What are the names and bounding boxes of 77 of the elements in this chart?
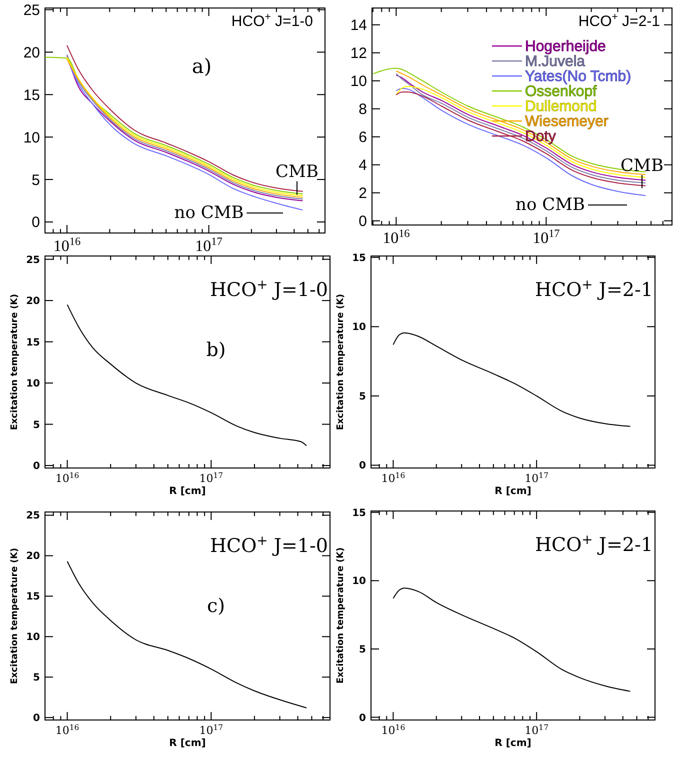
y-tick-label: 14 — [350, 17, 367, 34]
annotation: b) — [206, 339, 226, 361]
y-tick-label: 25 — [26, 254, 40, 266]
y-tick-label: 5 — [359, 391, 366, 402]
y-tick-label: 5 — [32, 172, 40, 189]
y-tick-label: 20 — [23, 44, 40, 62]
y-tick-label: 10 — [352, 576, 366, 588]
x-axis-title: R [cm] — [494, 486, 532, 497]
y-tick-label: 5 — [33, 672, 40, 684]
y-tick-label: 0 — [32, 214, 40, 232]
y-axis-title: Excitation temperature (K) — [10, 548, 20, 684]
text: HCO$^{+}$ J=1-0 — [210, 534, 328, 557]
x-tick-label: 10$^{17}$ — [199, 722, 224, 737]
y-tick-label: 10 — [23, 129, 40, 146]
y-tick-label: 0 — [358, 213, 367, 230]
annotation: no CMB — [516, 195, 585, 215]
legend-label: Wiesemeyer — [525, 113, 608, 130]
text: HCO$^{+}$ J=2-1 — [534, 532, 653, 556]
x-tick-label: 10$^{17}$ — [199, 470, 224, 485]
callout-leader: no CMB — [174, 203, 284, 223]
x-tick-label: 10$^{17}$ — [524, 722, 549, 737]
y-tick-label: 15 — [26, 592, 40, 603]
legend-label: Yates(No Tcmb) — [525, 68, 632, 85]
y-tick-label: 0 — [33, 461, 40, 472]
callout-leader: CMB — [620, 156, 664, 189]
x-tick-label: 10$^{17}$ — [195, 236, 223, 255]
annotation: c) — [206, 595, 226, 617]
y-tick-label: 0 — [33, 713, 40, 724]
y-tick-label: 25 — [26, 510, 40, 522]
x-axis-title: R [cm] — [169, 486, 206, 497]
y-tick-label: 20 — [26, 551, 40, 562]
legend-label: Ossenkopf — [525, 83, 598, 100]
y-axis-title: Excitation temperature (K) — [10, 294, 20, 430]
x-tick-label: 10$^{16}$ — [53, 236, 81, 255]
y-tick-label: 15 — [23, 86, 40, 104]
y-tick-label: 20 — [26, 296, 40, 308]
annotation: no CMB — [174, 203, 244, 223]
x-tick-label: 10$^{16}$ — [381, 470, 406, 485]
y-tick-label: 8 — [358, 101, 367, 118]
x-axis-title: R [cm] — [169, 738, 206, 749]
y-tick-label: 0 — [359, 460, 366, 472]
y-tick-label: 15 — [352, 252, 366, 264]
annotation: CMB — [276, 162, 318, 182]
y-tick-label: 5 — [359, 644, 366, 656]
y-tick-label: 10 — [350, 73, 367, 90]
y-tick-label: 25 — [23, 2, 40, 19]
x-tick-label: 10$^{17}$ — [524, 470, 549, 485]
chart-title: HCO$^{+}$ J=1-0 — [231, 11, 313, 30]
y-tick-label: 5 — [33, 420, 40, 431]
x-tick-label: 10$^{16}$ — [381, 722, 406, 737]
legend-label: Dullemond — [525, 98, 597, 115]
y-tick-label: 15 — [26, 337, 40, 348]
y-tick-label: 15 — [352, 508, 366, 519]
text: HCO$^{+}$ J=1-0 — [210, 278, 328, 301]
annotation: CMB — [620, 156, 664, 176]
y-tick-label: 0 — [359, 712, 366, 724]
callout-leader: no CMB — [516, 195, 628, 215]
annotation: a) — [192, 54, 212, 78]
x-tick-label: 10$^{16}$ — [55, 722, 80, 737]
legend-label: Hogerheijde — [525, 38, 606, 55]
y-tick-label: 10 — [26, 632, 40, 644]
y-tick-label: 10 — [26, 378, 40, 390]
text: HCO$^{+}$ J=2-1 — [534, 278, 653, 301]
x-tick-label: 10$^{17}$ — [532, 228, 560, 247]
y-tick-label: 10 — [352, 322, 366, 334]
y-tick-label: 12 — [350, 45, 367, 62]
chart-title: HCO$^{+}$ J=2-1 — [578, 11, 660, 30]
legend-label: M.Juvela — [525, 53, 586, 70]
y-axis-title: Excitation temperature (K) — [336, 547, 346, 684]
x-axis-title: R [cm] — [494, 738, 532, 749]
callout-leader: CMB — [276, 162, 318, 196]
x-tick-label: 10$^{16}$ — [382, 228, 410, 247]
y-axis-title: Excitation temperature (K) — [336, 294, 346, 430]
y-tick-label: 6 — [358, 129, 367, 146]
y-tick-label: 2 — [358, 185, 367, 202]
x-tick-label: 10$^{16}$ — [55, 470, 80, 485]
y-tick-label: 4 — [358, 157, 367, 174]
